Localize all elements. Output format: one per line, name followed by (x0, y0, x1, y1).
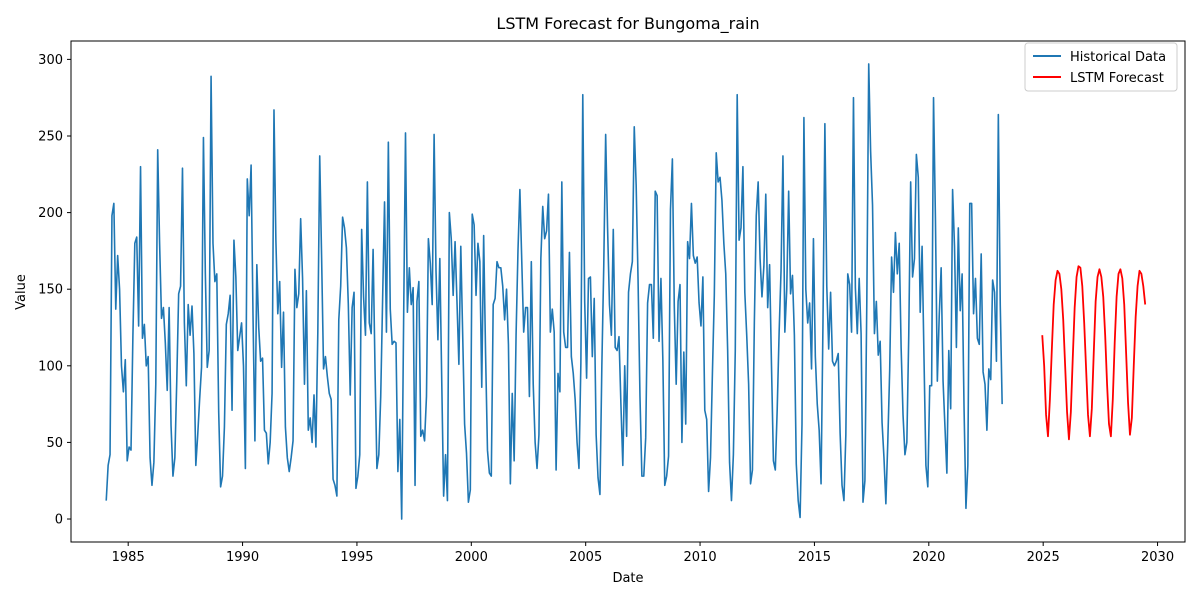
x-axis: 1985 1990 1995 2000 2005 2010 2015 2020 2025 2030 (112, 542, 1174, 565)
y-axis-title: Value (14, 274, 29, 310)
series-line-historical (105, 63, 1003, 520)
legend: Historical Data LSTM Forecast (1024, 42, 1178, 92)
plot-frame (70, 40, 1186, 543)
y-tick-label: 0 (55, 513, 63, 528)
legend-box (1024, 42, 1178, 92)
x-tick-label: 2000 (455, 550, 488, 565)
series-layer (105, 63, 1147, 520)
y-tick-label: 250 (38, 129, 63, 144)
y-tick-label: 300 (38, 53, 63, 68)
y-tick-label: 200 (38, 206, 63, 221)
x-tick-label: 2030 (1141, 550, 1174, 565)
x-tick-label: 1985 (112, 550, 145, 565)
x-tick-label: 1995 (340, 550, 373, 565)
plot-area: 1985 1990 1995 2000 2005 2010 2015 2020 2025 2030… (38, 40, 1186, 565)
x-tick-label: 2025 (1027, 550, 1060, 565)
x-tick-label: 2020 (912, 550, 945, 565)
legend-label: LSTM Forecast (1070, 71, 1164, 86)
y-tick-label: 100 (38, 359, 63, 374)
x-tick-label: 2010 (684, 550, 717, 565)
series-line-forecast (1041, 265, 1147, 441)
x-axis-title: Date (612, 571, 643, 586)
x-tick-label: 2015 (798, 550, 831, 565)
chart-title: LSTM Forecast for Bungoma_rain (496, 14, 759, 34)
y-tick-label: 50 (46, 436, 63, 451)
y-tick-label: 150 (38, 283, 63, 298)
legend-label: Historical Data (1070, 50, 1166, 65)
y-axis: 0 50 100 150 200 250 300 (38, 53, 71, 528)
x-tick-label: 1990 (226, 550, 259, 565)
x-tick-label: 2005 (569, 550, 602, 565)
